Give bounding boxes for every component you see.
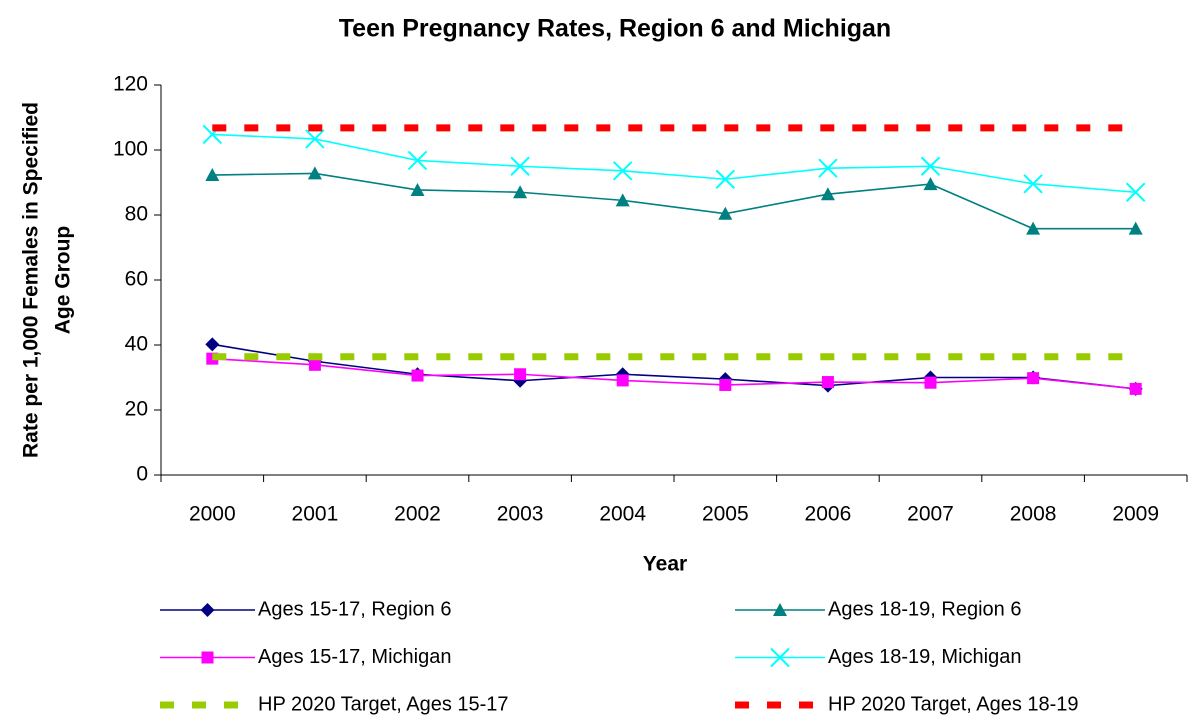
y-tick-label: 100 [113, 138, 148, 161]
marker [923, 177, 938, 191]
marker [308, 358, 321, 371]
legend-label: HP 2020 Target, Ages 18-19 [828, 693, 1079, 715]
marker [411, 369, 424, 382]
marker [719, 378, 732, 391]
y-axis-label: Rate per 1,000 Females in Specified Age … [20, 102, 75, 458]
marker [307, 166, 322, 180]
legend-label: Ages 18-19, Region 6 [828, 598, 1021, 620]
marker [407, 150, 428, 171]
x-tick-label: 2009 [1112, 503, 1159, 526]
y-tick-label: 20 [125, 398, 148, 421]
marker [616, 374, 629, 387]
legend-label: Ages 18-19, Michigan [828, 646, 1021, 668]
marker [715, 169, 736, 189]
x-tick-label: 2008 [1010, 503, 1057, 526]
marker [1026, 221, 1041, 235]
x-tick-label: 2000 [189, 503, 236, 526]
x-tick-label: 2001 [292, 503, 339, 526]
marker [924, 376, 937, 389]
marker [514, 368, 527, 381]
x-tick-label: 2002 [394, 503, 441, 526]
series-line [212, 133, 1136, 194]
y-tick-label: 0 [136, 463, 148, 486]
marker [718, 206, 733, 220]
series-line [212, 357, 1136, 390]
x-tick-label: 2007 [907, 503, 954, 526]
marker [410, 182, 425, 196]
legend-label: HP 2020 Target, Ages 15-17 [258, 693, 509, 715]
legend-label: Ages 15-17, Region 6 [258, 598, 451, 620]
marker [205, 168, 220, 182]
marker [818, 158, 838, 178]
marker [513, 185, 528, 199]
marker [1128, 221, 1143, 235]
chart-title: Teen Pregnancy Rates, Region 6 and Michi… [339, 15, 891, 43]
marker [305, 129, 325, 149]
marker [1023, 174, 1043, 194]
legend-label: Ages 15-17, Michigan [258, 646, 451, 668]
marker [820, 187, 835, 201]
marker [201, 651, 214, 664]
marker [510, 156, 530, 176]
x-tick-label: 2005 [702, 503, 749, 526]
marker [615, 193, 630, 207]
y-tick-label: 80 [125, 203, 148, 226]
marker [770, 647, 790, 668]
y-tick-label: 120 [113, 73, 148, 96]
marker [773, 603, 787, 616]
marker [612, 161, 633, 181]
marker [200, 603, 215, 617]
marker [205, 337, 220, 352]
x-tick-label: 2003 [497, 503, 544, 526]
series-line [212, 343, 1136, 390]
y-axis-label-line: Rate per 1,000 Females in Specified [20, 102, 43, 458]
marker [1129, 382, 1142, 395]
marker [920, 156, 941, 176]
x-tick-label: 2004 [599, 503, 646, 526]
x-tick-label: 2006 [805, 503, 852, 526]
x-axis-label: Year [643, 553, 687, 576]
y-tick-label: 40 [125, 333, 148, 356]
series-line [212, 172, 1136, 230]
marker [1125, 182, 1146, 202]
y-tick-label: 60 [125, 268, 148, 291]
y-axis-label-line: Age Group [52, 226, 75, 335]
marker [821, 376, 834, 389]
marker [1027, 372, 1040, 385]
